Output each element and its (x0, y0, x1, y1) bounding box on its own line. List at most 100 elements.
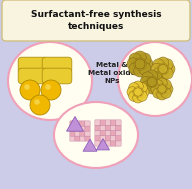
Circle shape (134, 62, 141, 69)
Polygon shape (97, 139, 109, 150)
Circle shape (134, 88, 142, 96)
FancyBboxPatch shape (75, 126, 80, 131)
FancyBboxPatch shape (116, 136, 121, 141)
Circle shape (30, 95, 50, 115)
FancyBboxPatch shape (85, 136, 90, 141)
Circle shape (159, 63, 165, 70)
FancyBboxPatch shape (110, 125, 116, 131)
FancyBboxPatch shape (105, 120, 111, 125)
FancyBboxPatch shape (95, 141, 100, 146)
Circle shape (127, 87, 137, 97)
Circle shape (152, 76, 164, 88)
Circle shape (151, 78, 158, 84)
Ellipse shape (8, 42, 92, 120)
FancyBboxPatch shape (80, 131, 85, 136)
Circle shape (137, 83, 147, 93)
Circle shape (138, 63, 145, 70)
FancyBboxPatch shape (116, 120, 121, 125)
Circle shape (158, 88, 164, 94)
Circle shape (134, 59, 141, 66)
FancyBboxPatch shape (85, 126, 90, 131)
Circle shape (157, 57, 169, 69)
Circle shape (134, 51, 146, 64)
Circle shape (135, 63, 142, 70)
Circle shape (45, 84, 51, 90)
FancyBboxPatch shape (110, 136, 116, 141)
Circle shape (146, 80, 153, 86)
FancyBboxPatch shape (70, 131, 75, 136)
Circle shape (137, 90, 143, 96)
FancyBboxPatch shape (95, 136, 100, 141)
Circle shape (162, 65, 169, 71)
Circle shape (157, 89, 167, 100)
FancyBboxPatch shape (2, 0, 190, 41)
FancyBboxPatch shape (100, 130, 106, 136)
Circle shape (157, 65, 164, 71)
Circle shape (135, 59, 145, 69)
Circle shape (160, 88, 166, 94)
Circle shape (129, 53, 142, 65)
FancyBboxPatch shape (80, 136, 85, 141)
Circle shape (161, 87, 167, 93)
Circle shape (34, 99, 40, 105)
Circle shape (150, 76, 156, 83)
FancyBboxPatch shape (75, 121, 80, 126)
Circle shape (135, 58, 142, 65)
Circle shape (158, 64, 168, 74)
FancyBboxPatch shape (110, 130, 116, 136)
FancyBboxPatch shape (75, 136, 80, 141)
Circle shape (157, 87, 162, 93)
Circle shape (153, 59, 164, 70)
Circle shape (163, 63, 175, 75)
Circle shape (162, 67, 169, 73)
FancyBboxPatch shape (95, 120, 100, 125)
Circle shape (138, 58, 145, 65)
Circle shape (127, 58, 139, 70)
Circle shape (136, 87, 142, 93)
FancyBboxPatch shape (70, 121, 75, 126)
Circle shape (151, 80, 158, 86)
Circle shape (146, 70, 158, 81)
Circle shape (137, 88, 143, 94)
FancyBboxPatch shape (18, 57, 48, 73)
Circle shape (146, 82, 158, 94)
Circle shape (150, 81, 156, 88)
Circle shape (162, 68, 173, 79)
Circle shape (136, 91, 142, 97)
Circle shape (148, 81, 154, 88)
Circle shape (139, 62, 146, 69)
Circle shape (139, 53, 151, 65)
Circle shape (161, 88, 171, 98)
Circle shape (161, 63, 167, 70)
FancyBboxPatch shape (110, 120, 116, 125)
Circle shape (153, 68, 164, 79)
FancyBboxPatch shape (80, 126, 85, 131)
FancyBboxPatch shape (105, 130, 111, 136)
FancyBboxPatch shape (95, 130, 100, 136)
Circle shape (133, 81, 143, 91)
FancyBboxPatch shape (42, 68, 72, 84)
Circle shape (129, 83, 139, 93)
FancyBboxPatch shape (85, 131, 90, 136)
Circle shape (134, 64, 146, 77)
FancyBboxPatch shape (42, 57, 72, 73)
FancyBboxPatch shape (116, 125, 121, 131)
Circle shape (151, 63, 162, 75)
Circle shape (147, 77, 156, 87)
FancyBboxPatch shape (100, 125, 106, 131)
Circle shape (137, 91, 147, 101)
FancyBboxPatch shape (80, 121, 85, 126)
Circle shape (157, 70, 169, 81)
FancyBboxPatch shape (75, 131, 80, 136)
Ellipse shape (118, 42, 192, 116)
Circle shape (158, 85, 166, 93)
Circle shape (129, 91, 139, 101)
FancyBboxPatch shape (70, 126, 75, 131)
Circle shape (146, 78, 153, 84)
FancyBboxPatch shape (100, 141, 106, 146)
Circle shape (158, 84, 164, 90)
Circle shape (157, 85, 162, 91)
FancyBboxPatch shape (110, 141, 116, 146)
Circle shape (133, 90, 138, 96)
FancyBboxPatch shape (18, 68, 48, 84)
